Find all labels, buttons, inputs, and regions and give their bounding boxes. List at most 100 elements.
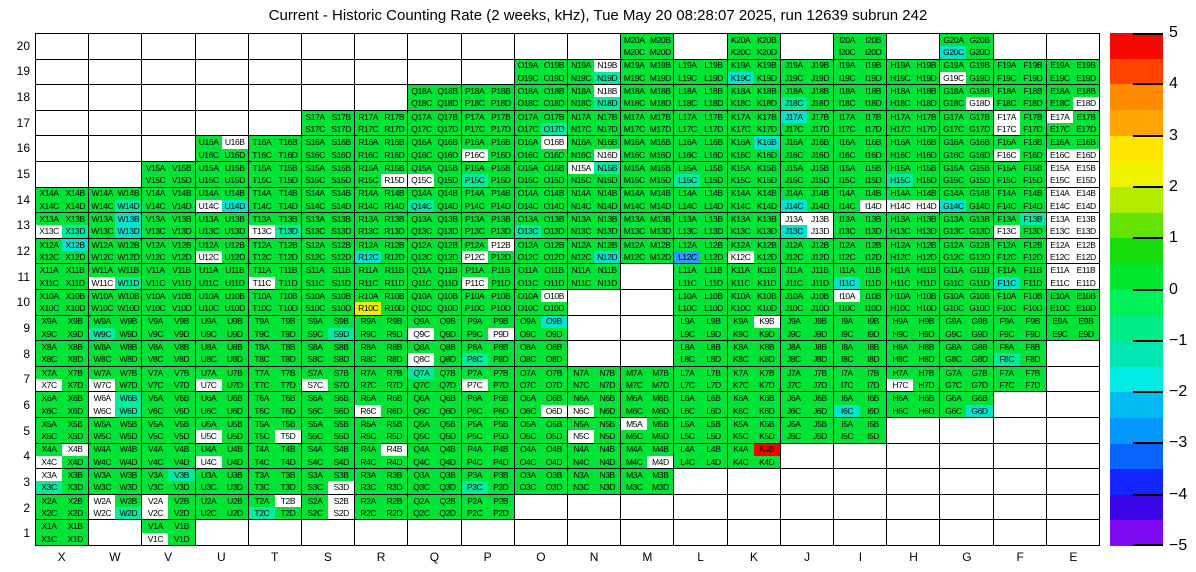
channel-label-E9A: E9A (1046, 315, 1073, 328)
channel-label-R3D: R3D (381, 481, 408, 494)
channel-label-P10A: P10A (461, 290, 488, 303)
channel-label-M16B: M16B (647, 136, 674, 149)
channel-label-W13A: W13A (89, 213, 116, 226)
channel-label-O15B: O15B (540, 162, 567, 175)
cell-V12: V12A V12B V12C V12D (142, 238, 196, 265)
channel-label-W14B: W14B (115, 187, 142, 200)
channel-label-J16C: J16C (780, 148, 807, 161)
channel-label-F17C: F17C (993, 123, 1020, 136)
channel-label-I16B: I16B (860, 136, 887, 149)
cell-O15: O15A O15B O15C O15D (514, 162, 568, 188)
channel-label-S6D: S6D (328, 404, 355, 417)
channel-label-N14D: N14D (594, 199, 621, 213)
channel-label-P11B: P11B (487, 264, 514, 277)
cell-H20 (887, 34, 941, 60)
channel-label-R14B: R14B (381, 187, 408, 200)
cell-H18: H18A H18B H18C H18D (887, 85, 941, 111)
channel-label-X14A: X14A (36, 187, 63, 200)
cell-J12: J12A J12B J12C J12D (780, 238, 834, 265)
channel-label-P17D: P17D (487, 123, 514, 136)
channel-label-O9A: O9A (514, 315, 541, 328)
channel-label-T7C: T7C (248, 379, 275, 392)
channel-label-W14A: W14A (89, 187, 116, 200)
channel-label-E18B: E18B (1072, 85, 1099, 98)
cell-T11: T11A T11B T11C T11D (248, 264, 302, 290)
cell-F16: F16A F16B F16C F16D (993, 136, 1047, 162)
channel-label-F14B: F14B (1019, 187, 1046, 200)
cell-M16: M16A M16B M16C M16D (621, 136, 675, 162)
cell-U20 (195, 34, 249, 60)
channel-label-J13A: J13A (780, 213, 807, 226)
channel-label-G7C: G7C (940, 379, 967, 392)
channel-label-G20C: G20C (940, 46, 967, 59)
channel-label-O11A: O11A (514, 264, 541, 277)
channel-label-J5C: J5C (780, 430, 807, 443)
cell-Q6: Q6A Q6B Q6C Q6D (408, 392, 462, 418)
channel-label-S8A: S8A (302, 341, 329, 354)
cell-M7: M7A M7B M7C M7D (621, 366, 675, 393)
channel-label-J12C: J12C (780, 251, 807, 264)
channel-label-W11D: W11D (115, 276, 142, 289)
channel-label-K6C: K6C (727, 404, 754, 417)
channel-label-S14B: S14B (328, 187, 355, 200)
channel-label-E17D: E17D (1072, 123, 1099, 136)
channel-label-R4C: R4C (355, 455, 382, 469)
channel-label-N18A: N18A (568, 85, 595, 98)
channel-label-S12B: S12B (328, 238, 355, 252)
channel-label-K5B: K5B (753, 418, 780, 431)
channel-label-T6A: T6A (248, 392, 275, 405)
channel-label-Q3B: Q3B (434, 469, 461, 482)
channel-label-V11C: V11C (142, 276, 169, 289)
channel-label-V3C: V3C (142, 481, 169, 494)
channel-label-P4D: P4D (487, 455, 514, 469)
channel-label-I10C: I10C (834, 302, 861, 315)
cell-V17 (142, 110, 196, 137)
channel-label-F7B: F7B (1019, 366, 1046, 380)
channel-label-T12D: T12D (274, 251, 301, 264)
channel-label-K11A: K11A (727, 264, 754, 277)
y-axis-tick-15: 15 (16, 167, 30, 182)
channel-label-K14A: K14A (727, 187, 754, 200)
channel-label-O6D: O6D (540, 404, 567, 417)
channel-label-V5A: V5A (142, 418, 169, 431)
channel-label-R13B: R13B (381, 213, 408, 226)
channel-label-P16C: P16C (461, 148, 488, 161)
channel-label-S9B: S9B (328, 315, 355, 328)
cell-E11: E11A E11B E11C E11D (1046, 264, 1100, 290)
cell-P19 (461, 59, 515, 86)
channel-label-N18C: N18C (568, 97, 595, 110)
cell-X1: X1A X1B X1C X1D (36, 520, 90, 546)
channel-label-O13B: O13B (540, 213, 567, 226)
channel-label-J17B: J17B (806, 110, 833, 124)
channel-label-U7C: U7C (195, 379, 222, 392)
cell-F9: F9A F9B F9C F9D (993, 315, 1047, 342)
cell-Q7: Q7A Q7B Q7C Q7D (408, 366, 462, 393)
channel-label-T2B: T2B (274, 494, 301, 508)
channel-label-I11B: I11B (860, 264, 887, 277)
cell-N14: N14A N14B N14C N14D (568, 187, 622, 214)
cell-T5: T5A T5B T5C T5D (248, 418, 302, 444)
channel-label-N3C: N3C (568, 481, 595, 494)
channel-label-G9A: G9A (940, 315, 967, 328)
cell-G5 (940, 418, 994, 444)
y-axis-tick-7: 7 (23, 372, 30, 387)
cell-H3 (887, 469, 941, 495)
channel-label-M14B: M14B (647, 187, 674, 200)
cell-O2 (514, 494, 568, 521)
cell-L11: L11A L11B L11C L11D (674, 264, 728, 290)
cell-O16: O16A O16B O16C O16D (514, 136, 568, 162)
channel-label-G14B: G14B (966, 187, 993, 200)
channel-label-Q16A: Q16A (408, 136, 435, 149)
channel-label-K13C: K13C (727, 225, 754, 238)
cell-S14: S14A S14B S14C S14D (302, 187, 356, 214)
channel-label-M5D: M5D (647, 430, 674, 443)
cell-M1 (621, 520, 675, 546)
channel-label-K13B: K13B (753, 213, 780, 226)
channel-label-V7D: V7D (168, 379, 195, 392)
channel-label-T5B: T5B (274, 418, 301, 431)
channel-label-R17C: R17C (355, 123, 382, 136)
channel-label-V6C: V6C (142, 404, 169, 417)
channel-label-T7D: T7D (274, 379, 301, 392)
channel-label-Q7A: Q7A (408, 366, 435, 380)
color-scale (1110, 33, 1163, 547)
